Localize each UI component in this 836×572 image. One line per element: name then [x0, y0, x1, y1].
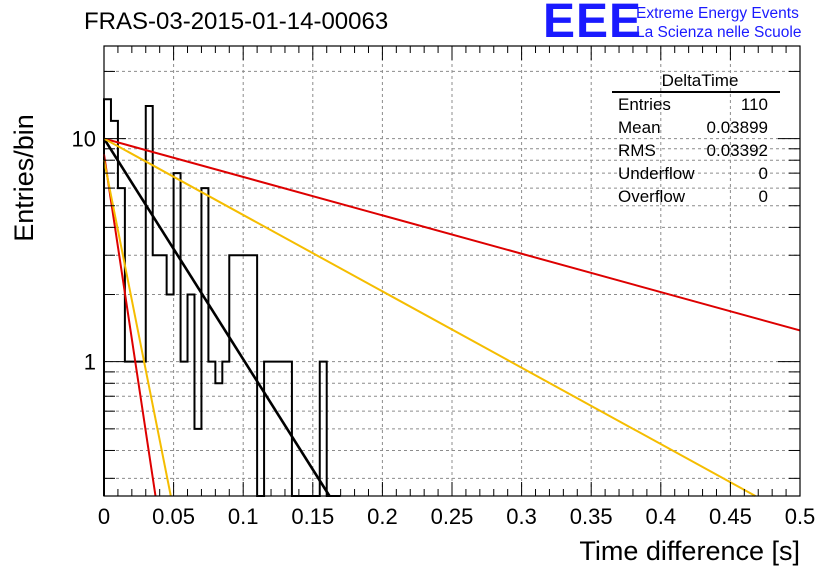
exponential-fit-line	[103, 154, 157, 497]
plot-title: FRAS-03-2015-01-14-00063	[84, 8, 389, 35]
stats-label: RMS	[618, 141, 656, 160]
histogram-outline	[103, 98, 341, 497]
tick-labels: 0 0.05 0.1 0.15 0.2 0.25 0.3 0.35 0.4 0.45 0.5 1 10	[72, 127, 816, 529]
x-tick-label: 0.3	[506, 504, 537, 529]
fit-lines	[102, 137, 801, 497]
stats-title: DeltaTime	[612, 70, 780, 93]
stats-row-rms: RMS 0.03392	[612, 139, 780, 162]
x-axis-label: Time difference [s]	[579, 536, 800, 566]
exponential-fit-line	[103, 137, 756, 497]
x-tick-label: 0.2	[367, 504, 398, 529]
y-tick-label: 1	[84, 350, 96, 375]
exponential-fit-line	[102, 137, 331, 497]
exponential-fit-line	[103, 160, 172, 497]
stats-label: Entries	[618, 95, 671, 114]
y-axis-label: Entries/bin	[9, 114, 39, 242]
stats-row-mean: Mean 0.03899	[612, 116, 780, 139]
stats-value: 0.03899	[706, 118, 768, 137]
stats-row-overflow: Overflow 0	[612, 185, 780, 208]
x-tick-label: 0.1	[228, 504, 259, 529]
stats-label: Underflow	[618, 164, 695, 183]
stats-value: 0	[758, 187, 768, 206]
eee-logo: EEE	[543, 0, 643, 48]
exponential-fit-line	[103, 137, 801, 332]
y-tick-label: 10	[72, 127, 96, 152]
stats-value: 0.03392	[706, 141, 768, 160]
x-tick-label: 0.35	[570, 504, 613, 529]
axis-ticks	[103, 46, 801, 496]
x-tick-label: 0.5	[785, 504, 816, 529]
stats-label: Mean	[618, 118, 661, 137]
x-tick-label: 0.25	[431, 504, 474, 529]
stats-row-entries: Entries 110	[612, 93, 780, 116]
x-tick-label: 0.4	[646, 504, 677, 529]
eee-subtitle-line2: La Scienza nelle Scuole	[636, 24, 802, 41]
histogram-series	[103, 98, 341, 497]
stats-box: DeltaTime Entries 110 Mean 0.03899 RMS 0…	[612, 70, 780, 208]
stats-row-underflow: Underflow 0	[612, 162, 780, 185]
stats-value: 0	[758, 164, 768, 183]
stats-value: 110	[740, 95, 768, 114]
stats-label: Overflow	[618, 187, 686, 206]
x-tick-label: 0.45	[709, 504, 752, 529]
x-tick-label: 0	[98, 504, 110, 529]
x-tick-label: 0.05	[152, 504, 195, 529]
x-tick-label: 0.15	[291, 504, 334, 529]
eee-subtitle-line1: Extreme Energy Events	[636, 5, 799, 22]
